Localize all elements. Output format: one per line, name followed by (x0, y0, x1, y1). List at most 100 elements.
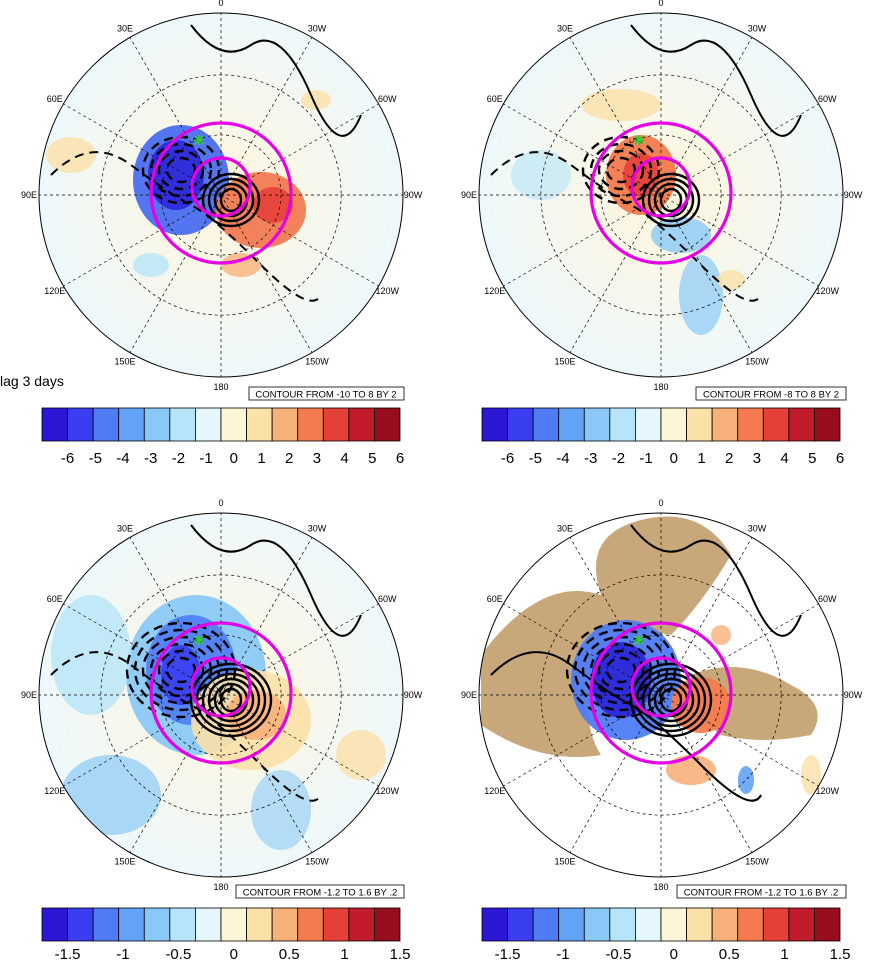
longitude-label: 180 (653, 382, 668, 392)
contour-info-text: CONTOUR FROM -8 TO 8 BY 2 (703, 390, 839, 401)
colorbar-label: -3 (584, 450, 597, 467)
colorbar-label: -1.5 (495, 946, 521, 963)
longitude-label: 150E (114, 856, 135, 866)
star-marker-icon (194, 135, 204, 145)
colorbar-swatch (246, 907, 273, 942)
longitude-label: 90E (461, 190, 477, 200)
highlight-ring-inner (190, 156, 252, 218)
longitude-label: 120E (44, 286, 65, 296)
contour-line (490, 651, 762, 802)
colorbar-label: 2 (285, 450, 293, 467)
highlight-ring-outer (149, 621, 293, 765)
colorbar-label: 1 (257, 450, 265, 467)
figure-label: lag 3 days (0, 373, 64, 389)
meridian-line (220, 194, 379, 287)
colorbar-swatch (322, 407, 350, 442)
anomaly-shading (679, 255, 723, 335)
colorbar-swatch (481, 907, 508, 942)
meridian-line (129, 537, 222, 696)
colorbar-swatch (195, 907, 222, 942)
colorbar-label: 0.5 (719, 946, 740, 963)
anomaly-shading (801, 755, 821, 795)
colorbar-label: 3 (753, 450, 761, 467)
highlight-ring-inner (630, 656, 692, 718)
highlight-ring-outer (589, 621, 733, 765)
colorbar-label: -5 (89, 450, 102, 467)
longitude-label: 120E (484, 786, 505, 796)
colorbar-swatch (271, 907, 299, 942)
contour-negative (165, 156, 197, 184)
contour-line (50, 651, 322, 802)
colorbar-label: -0.5 (605, 946, 631, 963)
colorbar-label: -1 (116, 946, 129, 963)
contour-line (490, 151, 762, 302)
colorbar-swatch (609, 407, 636, 442)
colorbar-swatch (195, 407, 222, 442)
anomaly-shading (511, 150, 571, 200)
longitude-label: 60W (378, 594, 397, 604)
colorbar-swatch (737, 407, 764, 442)
contour-positive (659, 187, 683, 213)
contour-negative (605, 156, 637, 184)
longitude-label: 90W (844, 190, 863, 200)
map-border (38, 12, 404, 378)
map-border (478, 512, 844, 878)
longitude-label: 30W (308, 524, 327, 534)
colorbar-label: 5 (368, 450, 376, 467)
colorbar-swatch (737, 907, 764, 942)
colorbar-swatch (481, 407, 508, 442)
anomaly-shading (221, 253, 261, 277)
contour-negative (165, 656, 197, 684)
colorbar-swatch (322, 907, 350, 942)
colorbar-label: -4 (116, 450, 129, 467)
longitude-label: 60W (818, 594, 837, 604)
longitude-label: 150E (554, 356, 575, 366)
contour-positive (201, 672, 261, 728)
longitude-label: 180 (213, 382, 228, 392)
colorbar-label: 0 (670, 946, 678, 963)
colorbar-swatch (67, 407, 94, 442)
colorbar-label: 4 (340, 450, 348, 467)
colorbar-label: -2 (612, 450, 625, 467)
map-border (478, 12, 844, 378)
colorbar-swatch (660, 407, 687, 442)
longitude-label: 60E (487, 594, 503, 604)
map-border (38, 512, 404, 878)
longitude-label: 120W (376, 286, 400, 296)
colorbar-swatch (507, 407, 534, 442)
meridian-line (63, 694, 222, 787)
longitude-label: 60W (818, 94, 837, 104)
longitude-label: 0 (218, 0, 223, 8)
colorbar-swatch (92, 907, 120, 942)
colorbar-label: 1 (340, 946, 348, 963)
star-marker-icon (634, 135, 644, 145)
colorbar-swatch (711, 407, 739, 442)
contour-info-box-bottom-left: CONTOUR FROM -1.2 TO 1.6 BY .2 (235, 884, 405, 899)
contour-info-text: CONTOUR FROM -1.2 TO 1.6 BY .2 (243, 888, 398, 899)
contour-negative (597, 649, 645, 691)
colorbar-swatch (660, 907, 687, 942)
colorbar-swatch (686, 407, 713, 442)
colorbar-top-right: -6 -5 -4 -3 -2 -1 0 1 2 3 4 5 6 (481, 407, 844, 467)
contour-info-text: CONTOUR FROM -10 TO 8 BY 2 (255, 390, 396, 401)
anomaly-shading (651, 217, 711, 253)
longitude-label: 150W (305, 856, 329, 866)
longitude-label: 30W (748, 24, 767, 34)
colorbar-swatch (297, 907, 324, 942)
meridian-line (660, 694, 819, 787)
colorbar-swatch (143, 407, 171, 442)
anomaly-shading (711, 625, 731, 645)
longitude-label: 120E (44, 786, 65, 796)
anomaly-shading (738, 766, 754, 794)
colorbar-swatch (374, 907, 401, 942)
longitude-label: 150W (745, 356, 769, 366)
longitude-label: 0 (658, 0, 663, 8)
colorbar-swatch (788, 407, 815, 442)
star-marker-icon (194, 635, 204, 645)
longitude-label: 90E (461, 690, 477, 700)
contour-positive (207, 677, 255, 723)
colorbar-swatch (762, 907, 790, 942)
longitude-label: 180 (653, 882, 668, 892)
contour-lines (490, 24, 802, 302)
colorbar-swatch (41, 407, 68, 442)
